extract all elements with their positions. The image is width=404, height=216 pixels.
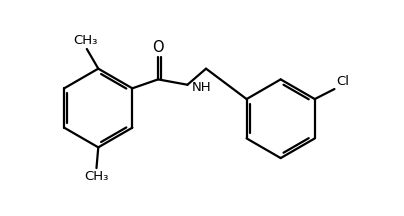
Text: Cl: Cl [336, 75, 349, 88]
Text: CH₃: CH₃ [73, 34, 97, 47]
Text: NH: NH [192, 81, 212, 94]
Text: O: O [152, 40, 164, 55]
Text: CH₃: CH₃ [84, 170, 109, 183]
